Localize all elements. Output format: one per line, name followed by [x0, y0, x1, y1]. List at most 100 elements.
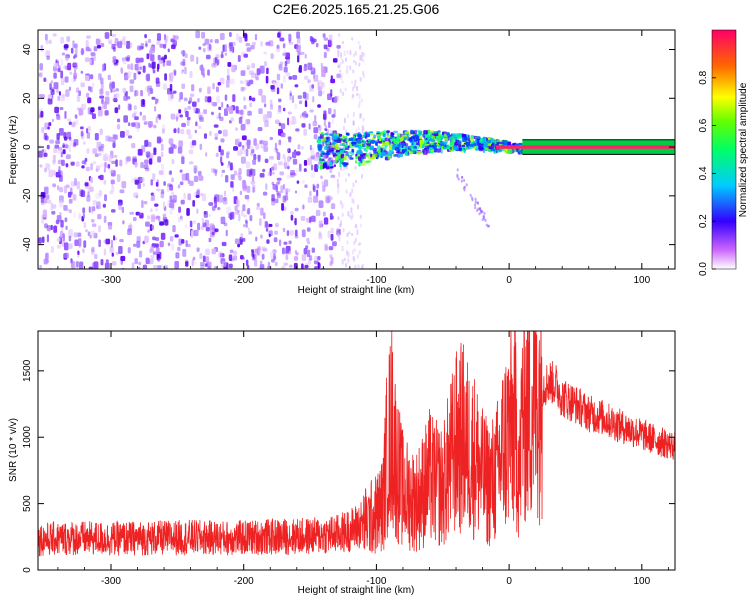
x-tick-label: 100: [633, 275, 650, 286]
spectrogram-cell: [184, 53, 188, 59]
spectrogram-cell: [356, 92, 359, 97]
spectrogram-cell: [154, 106, 157, 112]
spectrogram-cell: [68, 121, 72, 125]
spectrogram-cell: [358, 93, 361, 100]
spectrogram-cell: [262, 168, 266, 173]
spectrogram-cell: [337, 190, 340, 195]
spectrogram-cell: [242, 224, 247, 228]
spectrogram-cell: [158, 60, 164, 64]
spectrogram-cell: [357, 264, 360, 269]
spectrogram-cell: [225, 175, 229, 183]
spectrogram-cell: [52, 204, 57, 209]
spectrogram-cell: [358, 242, 361, 247]
spectrogram-cell: [342, 125, 345, 131]
spectrogram-cell: [341, 245, 344, 252]
spectrogram-cell: [186, 129, 191, 135]
spectrogram-cell: [88, 206, 91, 213]
spectrogram-cell: [178, 206, 182, 213]
spectrogram-cell: [59, 127, 64, 136]
spectrogram-cell: [63, 65, 69, 69]
spectrogram-cell: [287, 111, 292, 115]
spectrogram-cell: [318, 90, 323, 97]
spectrogram-cell: [107, 163, 111, 169]
spectrogram-cell: [214, 136, 218, 140]
spectrogram-cell: [304, 264, 309, 269]
spectrogram-cell: [259, 218, 262, 226]
spectrogram-cell: [56, 89, 59, 94]
spectrogram-cell: [294, 84, 299, 88]
spectrogram-cell: [288, 76, 293, 80]
spectrogram-cell: [343, 117, 346, 124]
spectrogram-cell: [74, 178, 78, 186]
spectrogram-cell: [337, 185, 340, 192]
spectrogram-cell: [185, 172, 190, 181]
snr-ylabel: SNR (10 * v/v): [8, 418, 19, 482]
spectrogram-cell: [276, 87, 280, 95]
spectrogram-cell: [181, 83, 186, 90]
spectrogram-cell: [192, 256, 196, 261]
spectrogram-cell: [135, 121, 140, 129]
spectrogram-cell: [263, 212, 266, 220]
spectrogram-ylabel: Frequency (Hz): [8, 116, 19, 185]
spectrogram-cell: [354, 179, 357, 184]
spectrogram-cell: [306, 237, 310, 243]
spectrogram-cell: [276, 81, 280, 88]
spectrogram-cell: [202, 73, 205, 78]
spectrogram-cell: [285, 254, 289, 261]
spectrogram-cell: [100, 82, 104, 90]
spectrogram-cell: [259, 65, 265, 74]
spectrogram-cell: [336, 45, 341, 49]
spectrogram-cell: [262, 191, 268, 196]
spectrogram-cell: [146, 53, 150, 60]
spectrogram-cell: [471, 198, 474, 202]
spectrogram-cell: [327, 230, 331, 238]
spectrogram-cell: [476, 136, 481, 139]
spectrogram-cell: [333, 164, 336, 168]
spectrogram-cell: [292, 158, 298, 165]
spectrogram-cell: [337, 156, 341, 159]
spectrogram-cell: [253, 153, 257, 161]
spectrogram-cell: [281, 202, 284, 211]
spectrogram-cell: [302, 91, 307, 99]
spectrogram-cell: [148, 120, 153, 128]
spectrogram-cell: [359, 214, 362, 219]
spectrogram-cell: [81, 165, 85, 169]
spectrogram-cell: [363, 154, 366, 160]
spectrogram-cell: [230, 78, 235, 85]
spectrogram-cell: [155, 188, 161, 192]
spectrogram-cell: [508, 148, 513, 154]
spectrogram-cell: [51, 210, 56, 215]
spectrogram-cell: [354, 79, 357, 85]
spectrogram-cell: [289, 156, 292, 160]
spectrogram-cell: [181, 173, 187, 181]
spectrogram-cell: [505, 148, 508, 153]
spectrogram-cell: [245, 42, 251, 47]
spectrogram-cell: [65, 55, 69, 61]
spectrogram-cell: [72, 40, 75, 49]
spectrogram-cell: [224, 130, 228, 134]
spectrogram-cell: [301, 229, 306, 238]
spectrogram-cell: [394, 146, 400, 151]
spectrogram-cell: [313, 153, 319, 161]
spectrogram-cell: [79, 189, 84, 197]
spectrogram-cell: [151, 61, 156, 69]
spectrogram-cell: [253, 259, 258, 267]
spectrogram-cell: [48, 81, 52, 88]
spectrogram-cell: [90, 52, 96, 57]
spectrogram-cell: [143, 121, 148, 125]
spectrogram-cell: [90, 206, 94, 214]
spectrogram-cell: [73, 69, 77, 74]
spectrogram-cell: [198, 114, 203, 120]
spectrogram-cell: [73, 232, 79, 238]
spectrogram-cell: [54, 144, 60, 149]
spectrogram-cell: [380, 147, 383, 153]
spectrogram-cell: [221, 101, 224, 108]
spectrogram-cell: [47, 126, 51, 130]
spectrogram-cell: [457, 140, 461, 144]
spectrogram-cell: [63, 136, 68, 141]
spectrogram-cell: [137, 176, 143, 184]
spectrogram-cell: [189, 220, 193, 228]
spectrogram-cell: [198, 125, 202, 130]
spectrogram-cell: [291, 116, 296, 120]
spectrogram-cell: [446, 132, 450, 137]
